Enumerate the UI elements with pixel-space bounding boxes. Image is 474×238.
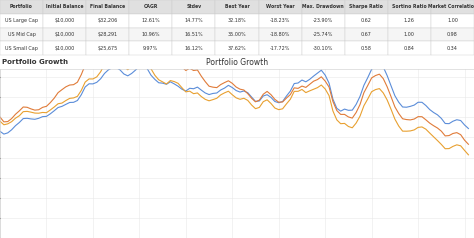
US Mid Cap [435, 127, 440, 129]
US Mid Cap [256, 99, 262, 102]
US Large Cap [256, 99, 262, 102]
US Small Cap [152, 74, 158, 77]
US Large Cap [376, 61, 382, 64]
US Small Cap [299, 88, 305, 91]
Title: Portfolio Growth: Portfolio Growth [206, 58, 268, 67]
US Mid Cap [152, 53, 158, 56]
US Large Cap [152, 78, 158, 81]
US Mid Cap [106, 40, 111, 43]
US Mid Cap [465, 143, 471, 146]
US Small Cap [137, 55, 142, 58]
US Mid Cap [0, 116, 3, 119]
Line: US Mid Cap: US Mid Cap [0, 38, 468, 144]
US Large Cap [0, 130, 3, 133]
US Mid Cap [140, 37, 146, 40]
US Large Cap [1, 133, 7, 135]
Line: US Small Cap: US Small Cap [0, 56, 468, 155]
US Small Cap [0, 120, 3, 123]
US Mid Cap [299, 85, 305, 88]
Line: US Large Cap: US Large Cap [0, 63, 468, 134]
US Small Cap [256, 106, 262, 109]
US Large Cap [465, 127, 471, 130]
US Large Cap [109, 66, 115, 69]
US Small Cap [106, 58, 111, 61]
US Small Cap [454, 143, 460, 146]
US Small Cap [465, 153, 471, 156]
US Large Cap [438, 117, 444, 120]
Text: Portfolio Growth: Portfolio Growth [2, 59, 68, 65]
US Large Cap [458, 119, 464, 122]
US Small Cap [435, 139, 440, 142]
US Mid Cap [454, 131, 460, 134]
US Large Cap [299, 79, 305, 81]
